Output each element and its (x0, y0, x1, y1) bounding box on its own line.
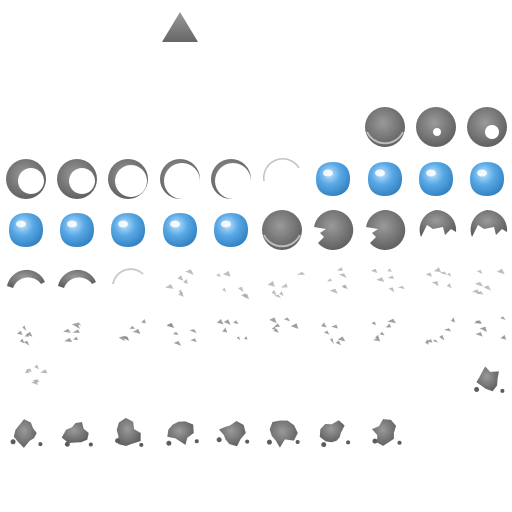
blue-orb-sprite (163, 213, 197, 247)
rock-cluster-sprite (166, 421, 199, 446)
debris-sprite (63, 322, 82, 343)
ring-thin-sprite (211, 159, 251, 199)
debris-sprite (425, 317, 456, 345)
blue-orb-sprite (470, 162, 504, 196)
blue-orb-sprite (214, 213, 248, 247)
rock-cluster-sprite (216, 421, 250, 447)
gray-disc-hole-small-sprite (416, 107, 456, 147)
gray-disc-chipped-sprite (366, 209, 406, 250)
debris-sprite (216, 318, 248, 341)
rock-cluster-sprite (266, 420, 300, 448)
arc-fragment-sprite (7, 269, 45, 288)
blue-orb-sprite (60, 213, 94, 247)
blue-orb-sprite (9, 213, 43, 247)
specks-sprite (327, 267, 348, 294)
ring-thick-sprite (6, 159, 46, 199)
gray-disc-bitten-sprite (470, 209, 508, 237)
rock-cluster-sprite (371, 419, 402, 446)
gray-disc-chipped-sprite (314, 209, 354, 250)
specks-sprite (165, 269, 194, 297)
debris-sprite (321, 322, 346, 346)
debris-sprite (473, 316, 507, 340)
debris-sprite (269, 317, 299, 333)
triangle-up-icon (162, 12, 198, 42)
arc-faint-sprite (112, 268, 144, 285)
debris-sprite (16, 325, 33, 346)
debris-sprite (371, 318, 396, 342)
gray-disc-hole-large-sprite (467, 107, 507, 147)
debris-sprite (118, 319, 146, 342)
specks-sprite (370, 268, 405, 293)
specks-sprite (425, 267, 452, 289)
specks-sprite (472, 268, 505, 295)
ring-thick-sprite (57, 159, 97, 199)
debris-faint-sprite (24, 364, 48, 386)
blue-orb-sprite (419, 162, 453, 196)
ring-thin-sprite (160, 159, 200, 199)
rock-cluster-sprite (319, 420, 351, 448)
blue-orb-sprite (316, 162, 350, 196)
specks-sprite (216, 270, 250, 300)
rock-cluster-sprite (115, 417, 144, 447)
arc-fragment-sprite (58, 269, 96, 288)
gray-disc-sprite (365, 107, 405, 147)
rock-cluster-sprite (10, 419, 43, 448)
gray-disc-sprite (262, 210, 302, 250)
specks-sprite (267, 271, 305, 298)
ring-medium-sprite (108, 159, 148, 199)
rock-cluster-sprite (61, 422, 93, 447)
blue-orb-sprite (368, 162, 402, 196)
gray-disc-bitten-sprite (419, 209, 457, 237)
blue-orb-sprite (111, 213, 145, 247)
ring-faint-sprite (262, 158, 300, 182)
rock-cluster-sprite (474, 366, 505, 393)
debris-sprite (166, 323, 197, 346)
